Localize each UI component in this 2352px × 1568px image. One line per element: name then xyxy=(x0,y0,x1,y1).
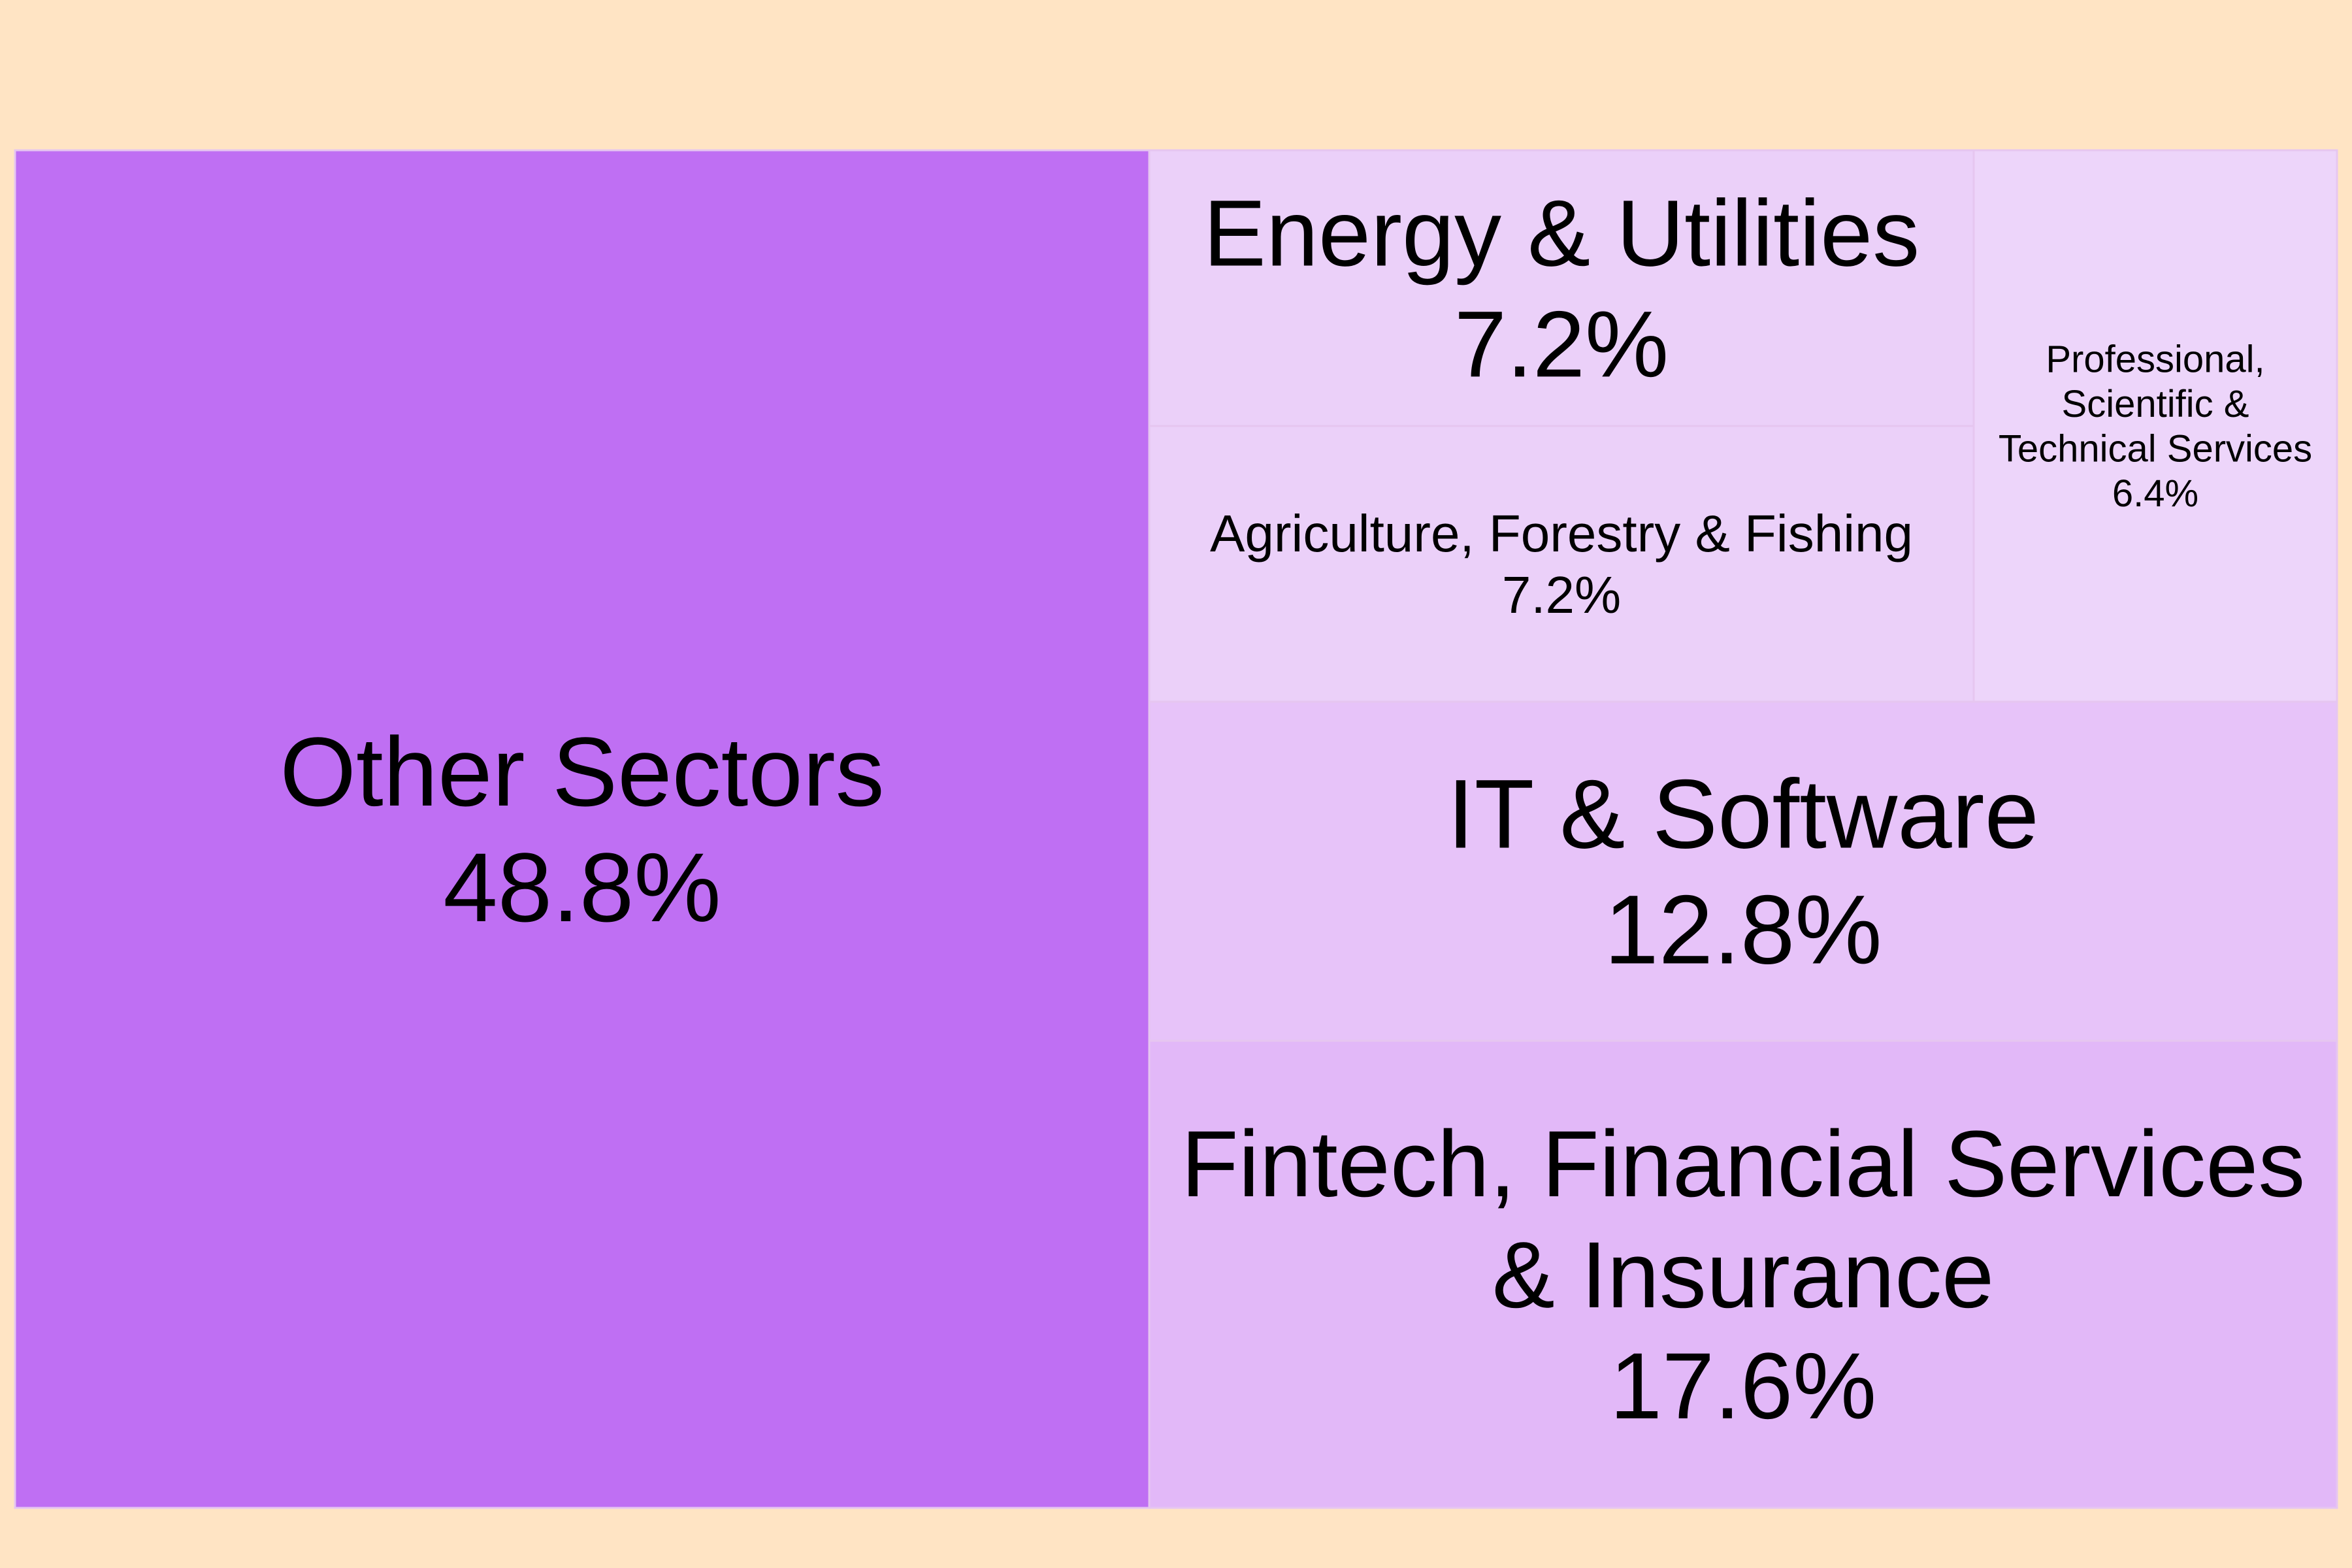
tile-other-sectors-name-label: Other Sectors xyxy=(280,717,884,826)
tile-fintech-value-label: 17.6% xyxy=(1610,1333,1876,1439)
tile-energy-utilities-name-label: Energy & Utilities xyxy=(1203,180,1919,286)
tile-fintech-rect xyxy=(1148,1039,2338,1509)
tile-fintech: Fintech, Financial Services& Insurance17… xyxy=(1148,1039,2338,1509)
tile-energy-utilities-value-label: 7.2% xyxy=(1454,291,1669,397)
tile-fintech-name-label: & Insurance xyxy=(1492,1222,1994,1328)
tile-fintech-name-label: Fintech, Financial Services xyxy=(1181,1111,2306,1217)
tile-it-software-value-label: 12.8% xyxy=(1604,875,1882,985)
tile-it-software-name-label: IT & Software xyxy=(1447,759,2039,869)
tile-professional-services-rect xyxy=(1972,149,2338,703)
tile-professional-services-name-label: Professional, xyxy=(2046,338,2264,381)
tile-it-software-rect xyxy=(1148,700,2338,1042)
tile-energy-utilities-rect xyxy=(1148,149,1975,427)
tile-professional-services: Professional,Scientific &Technical Servi… xyxy=(1972,149,2338,703)
tile-agriculture-name-label: Agriculture, Forestry & Fishing xyxy=(1210,504,1913,563)
tile-other-sectors-value-label: 48.8% xyxy=(443,832,721,942)
tile-professional-services-name-label: Scientific & xyxy=(2062,383,2249,425)
tile-agriculture-rect xyxy=(1148,425,1975,703)
tile-professional-services-value-label: 6.4% xyxy=(2112,472,2198,515)
tile-agriculture-value-label: 7.2% xyxy=(1502,566,1621,624)
tile-professional-services-name-label: Technical Services xyxy=(1999,428,2312,470)
tile-other-sectors-rect xyxy=(14,149,1151,1509)
